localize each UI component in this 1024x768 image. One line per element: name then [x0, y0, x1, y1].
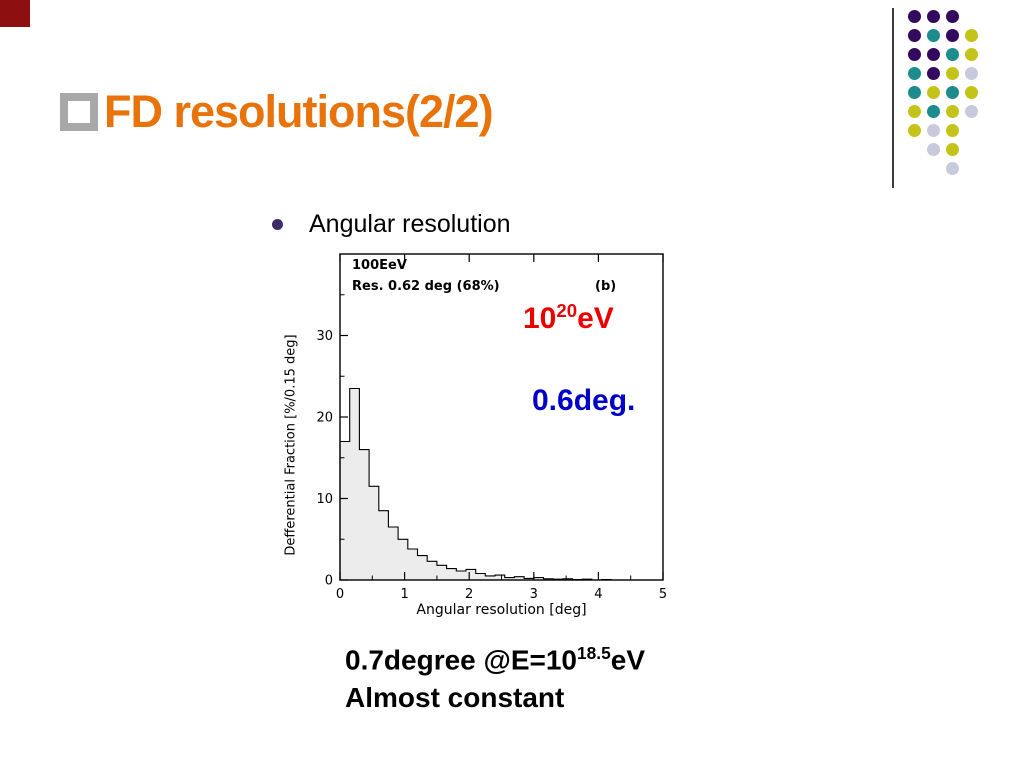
decor-dot — [927, 143, 940, 156]
chart-y-axis-label: Defferential Fraction [%/0.15 deg] — [283, 334, 299, 556]
svg-text:4: 4 — [594, 587, 602, 602]
decor-dot — [965, 105, 978, 118]
decor-dot — [946, 162, 959, 175]
note-line-1: 0.7degree @E=1018.5eV — [345, 634, 645, 679]
annotation-energy-red: 1020eV — [523, 300, 614, 336]
decor-dot — [946, 86, 959, 99]
decor-dot — [908, 105, 921, 118]
svg-text:2: 2 — [465, 587, 473, 602]
note-line-1-exponent: 18.5 — [577, 643, 611, 663]
decor-dot — [927, 86, 940, 99]
svg-text:0: 0 — [325, 574, 333, 589]
bullet-label: Angular resolution — [309, 210, 511, 238]
decor-dot — [965, 29, 978, 42]
decor-dot — [946, 124, 959, 137]
energy-exponent: 20 — [556, 300, 578, 321]
decor-dot — [965, 67, 978, 80]
svg-text:30: 30 — [316, 329, 333, 344]
annotation-degree-blue: 0.6deg. — [532, 384, 636, 417]
decor-dot — [946, 67, 959, 80]
energy-unit: eV — [577, 302, 614, 335]
note-line-2: Almost constant — [345, 682, 565, 714]
svg-text:3: 3 — [530, 587, 538, 602]
title-square-icon — [60, 93, 98, 131]
svg-text:10: 10 — [316, 492, 333, 507]
decor-dot — [965, 48, 978, 61]
bullet-item: Angular resolution — [272, 210, 511, 239]
slide-title-row: FD resolutions(2/2) — [60, 86, 494, 138]
decor-dot — [908, 124, 921, 137]
page-title: FD resolutions(2/2) — [104, 86, 494, 137]
note-line-1-base: 0.7degree @E=10 — [345, 644, 577, 676]
decor-dot — [908, 10, 921, 23]
decor-dot — [946, 143, 959, 156]
bottom-notes: 0.7degree @E=1018.5eV Almost constant — [345, 634, 645, 717]
annotation-panel-label: (b) — [595, 279, 617, 294]
decor-dot — [908, 67, 921, 80]
decor-dot-grid — [908, 10, 984, 181]
decor-dot — [946, 48, 959, 61]
chart-x-axis-label: Angular resolution [deg] — [416, 602, 587, 618]
annotation-energy-100eev: 100EeV — [352, 258, 407, 273]
decor-dot — [927, 67, 940, 80]
decor-divider-line — [892, 8, 894, 188]
decor-dot — [927, 29, 940, 42]
decor-dot — [927, 105, 940, 118]
annotation-resolution: Res. 0.62 deg (68%) — [352, 279, 500, 294]
corner-accent-square — [0, 0, 30, 27]
decor-dot — [946, 10, 959, 23]
decor-dot — [927, 48, 940, 61]
angular-resolution-chart: 0 1 2 3 4 5 0 10 20 30 100EeV Res. 0.62 deg (68%)… — [255, 246, 685, 641]
svg-text:1: 1 — [400, 587, 408, 602]
decor-dot — [927, 10, 940, 23]
svg-text:5: 5 — [659, 587, 667, 602]
energy-base: 10 — [523, 302, 557, 335]
note-line-1-unit: eV — [610, 644, 646, 676]
decor-dot — [908, 48, 921, 61]
decor-dot — [946, 105, 959, 118]
decor-dot — [908, 86, 921, 99]
bullet-dot-icon — [272, 219, 283, 230]
decor-dot — [965, 86, 978, 99]
decor-dot — [946, 29, 959, 42]
decor-dot — [908, 29, 921, 42]
decor-dot — [927, 124, 940, 137]
svg-text:0: 0 — [336, 587, 344, 602]
svg-text:20: 20 — [316, 411, 333, 426]
